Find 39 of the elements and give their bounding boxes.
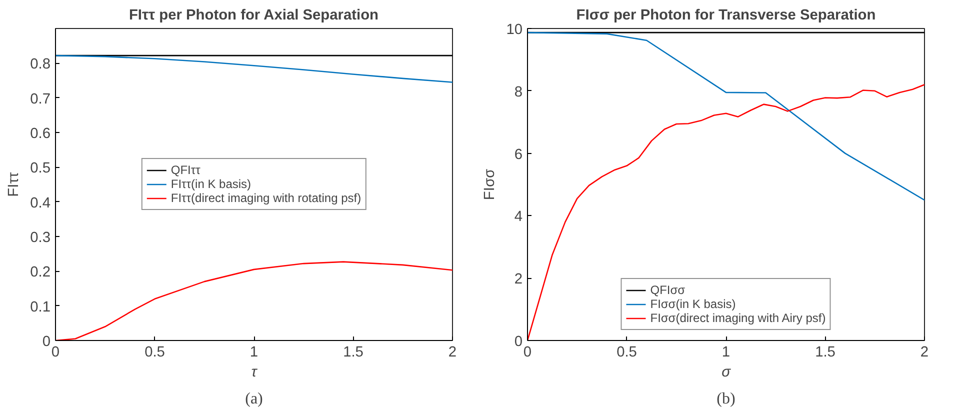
y-tick-label: 4 (514, 209, 523, 226)
legend-label: QFIσσ (650, 283, 686, 297)
legend-label: FIττ(direct imaging with rotating psf) (170, 191, 362, 205)
y-tick-label: 6 (514, 146, 523, 163)
y-tick-label: 0.7 (30, 91, 50, 108)
y-tick-label: 2 (514, 272, 523, 288)
y-tick-label: 8 (514, 84, 523, 100)
y-axis-title: FIσσ (482, 168, 498, 200)
y-tick-label: 0.4 (30, 195, 50, 212)
y-tick-label: 0.1 (30, 299, 50, 316)
line-series (528, 32, 924, 201)
text: (b) (716, 390, 736, 408)
x-tick-label: 0.5 (144, 344, 165, 360)
x-tick-label: 2 (448, 344, 457, 360)
y-tick-label: 10 (506, 22, 523, 38)
y-tick-label: 0.5 (30, 160, 50, 177)
legend-label: FIσσ(direct imaging with Airy psf) (650, 311, 826, 325)
x-tick-label: 1.5 (343, 344, 364, 360)
line-series (56, 54, 452, 83)
legend-label: FIττ(in K basis) (170, 177, 252, 191)
legend-label: FIσσ(in K basis) (650, 297, 736, 311)
y-tick-label: 0.6 (30, 126, 50, 142)
chart-title: FIσσ per Photon for Transverse Separation (576, 8, 876, 24)
x-tick-label: 2 (920, 344, 929, 360)
x-tick-label: 1 (250, 344, 258, 360)
y-tick-label: 0.2 (30, 264, 50, 281)
x-tick-label: 1 (722, 344, 730, 360)
y-tick-label: 0.8 (30, 56, 50, 73)
text: (a) (245, 390, 263, 408)
legend-label: QFIττ (170, 163, 200, 177)
x-axis-title: σ (722, 364, 732, 380)
y-tick-label: 0.3 (30, 230, 50, 246)
y-tick-label: 0 (42, 334, 51, 350)
chart-title: FIττ per Photon for Axial Separation (128, 8, 379, 24)
y-tick-label: 0 (514, 334, 523, 350)
x-axis-title: τ (251, 364, 258, 380)
y-axis-title: FIττ (6, 172, 22, 197)
x-tick-label: 1.5 (815, 344, 836, 360)
x-tick-label: 0.5 (616, 344, 637, 360)
